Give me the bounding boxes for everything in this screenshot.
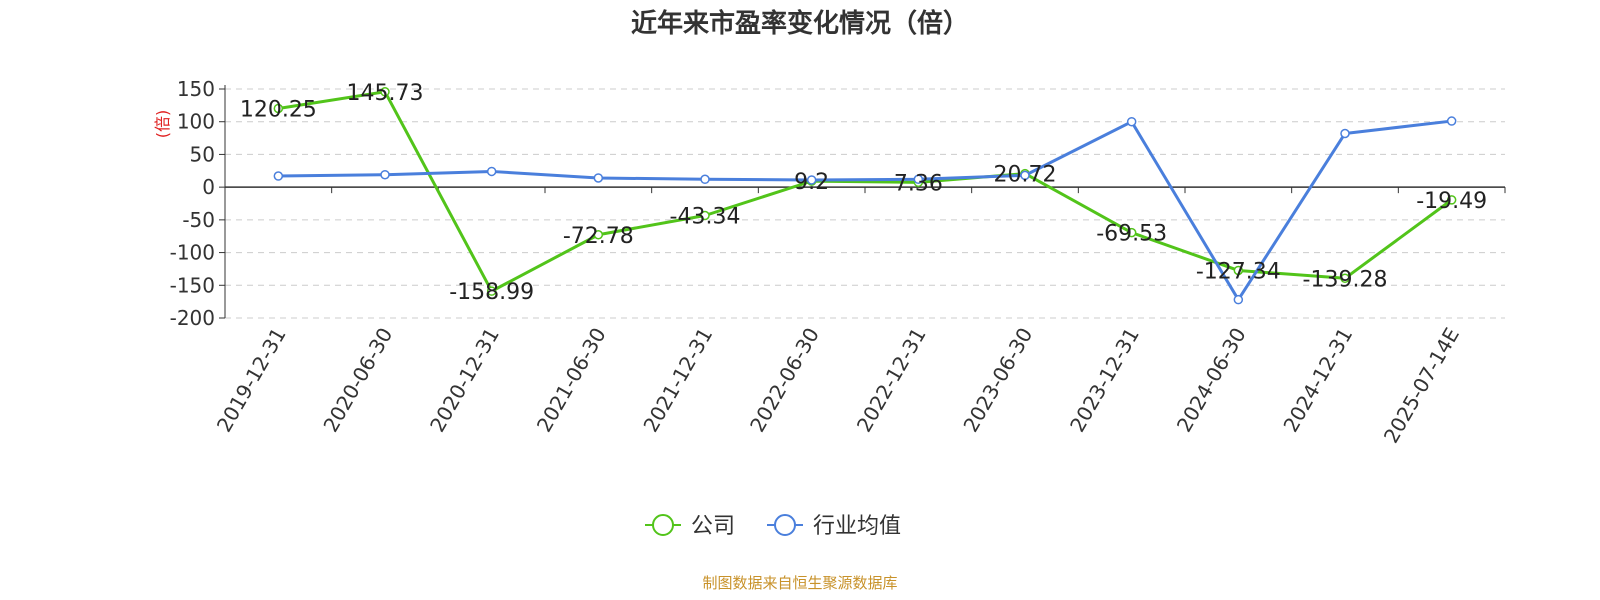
y-tick-label: 150	[177, 77, 215, 101]
legend-label: 行业均值	[813, 514, 901, 539]
data-point	[1126, 116, 1137, 127]
y-tick-label: -50	[182, 208, 215, 232]
data-point	[1446, 195, 1457, 205]
data-label: 9.2	[794, 170, 829, 195]
chart-title: 近年来市盈率变化情况（倍）	[631, 8, 969, 39]
data-point	[1340, 273, 1350, 284]
y-axis-label: (倍)	[153, 110, 172, 139]
grid-lines	[225, 88, 1505, 319]
x-tick-label: 2025-07-14E	[1379, 324, 1464, 448]
x-axis: 2019-12-31 2020-06-30 2020-12-31 2021-06-30…	[212, 186, 1506, 448]
data-point	[1020, 170, 1030, 181]
y-axis: 150 100 50 0 -50 -100 -150 -200	[170, 77, 226, 330]
data-point	[593, 230, 604, 240]
data-point	[1126, 227, 1137, 238]
legend-marker	[774, 514, 796, 536]
data-point	[700, 174, 710, 185]
y-tick-label: 50	[190, 142, 215, 166]
data-point	[1233, 265, 1244, 276]
source-note: 制图数据来自恒生聚源数据库	[702, 574, 897, 592]
data-label: 145.73	[347, 81, 424, 106]
data-label: -43.34	[670, 204, 741, 229]
data-point	[593, 173, 604, 183]
data-label: 20.72	[994, 163, 1057, 188]
data-label: 7.36	[894, 171, 943, 196]
y-tick-label: -150	[170, 273, 215, 297]
x-tick-label: 2022-06-30	[745, 324, 824, 437]
data-point	[486, 286, 497, 296]
data-label: -158.99	[449, 280, 534, 305]
x-tick-label: 2023-12-31	[1065, 324, 1144, 437]
x-tick-label: 2022-12-31	[852, 323, 931, 436]
x-tick-label: 2020-06-30	[318, 324, 397, 437]
x-tick-label: 2021-06-30	[532, 324, 611, 437]
data-label: -69.53	[1096, 222, 1167, 247]
legend-marker	[652, 514, 674, 536]
data-point	[273, 171, 284, 181]
data-point	[806, 175, 817, 185]
legend: 公司 行业均值	[645, 514, 901, 539]
data-point	[1446, 116, 1457, 126]
data-label: -127.34	[1196, 259, 1281, 284]
x-tick-label: 2019-12-31	[212, 324, 291, 437]
data-label: -72.78	[563, 224, 634, 249]
x-tick-label: 2021-12-31	[638, 324, 717, 437]
y-tick-label: 0	[202, 175, 215, 199]
data-point	[380, 87, 390, 97]
x-tick-label: 2020-12-31	[425, 323, 504, 436]
y-tick-label: -100	[170, 241, 215, 265]
data-point	[700, 210, 710, 221]
x-tick-label: 2023-06-30	[958, 324, 1037, 437]
data-point	[273, 103, 284, 114]
data-point	[913, 174, 924, 185]
data-point	[1340, 128, 1350, 139]
y-tick-label: -200	[170, 306, 215, 330]
series-layer	[273, 87, 1457, 305]
data-point	[486, 166, 497, 177]
legend-label: 公司	[691, 514, 735, 539]
series-line-1	[278, 119, 1452, 302]
y-tick-label: 100	[177, 110, 215, 134]
data-label: -19.49	[1416, 189, 1487, 214]
x-tick-label: 2024-06-30	[1172, 324, 1251, 437]
data-point	[1233, 294, 1244, 305]
data-point	[380, 169, 390, 180]
data-label: -139.28	[1303, 267, 1388, 292]
data-labels: 120.25 145.73 -158.99 -72.78 -43.34 9.2 7.36 20…	[240, 81, 1487, 305]
data-label: 120.25	[240, 97, 317, 122]
x-tick-label: 2024-12-31	[1278, 324, 1357, 437]
